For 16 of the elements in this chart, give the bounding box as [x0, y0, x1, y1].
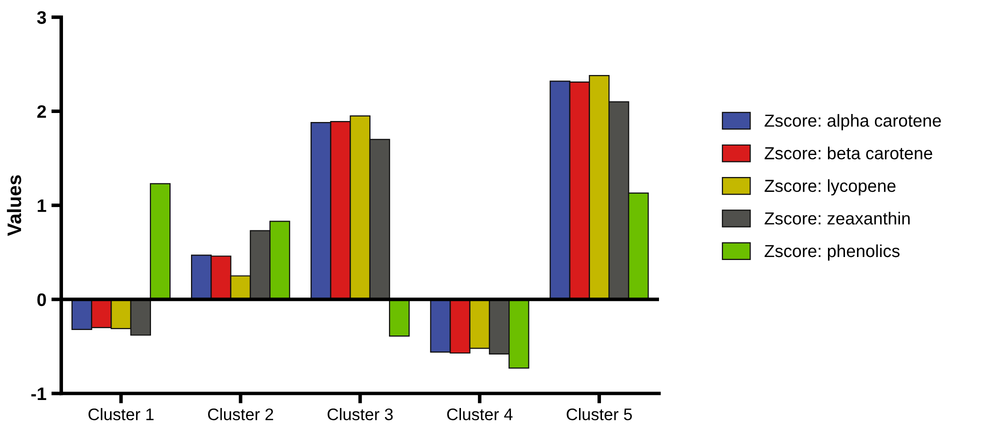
legend-label: Zscore: lycopene	[764, 179, 896, 196]
y-tick-label: 2	[37, 105, 46, 118]
x-tick-label: Cluster 3	[328, 408, 393, 420]
x-tick-label: Cluster 2	[208, 408, 274, 420]
legend-label: Zscore: zeaxanthin	[764, 212, 910, 225]
x-tick-label: Cluster 5	[566, 408, 632, 420]
y-tick-label: 3	[37, 11, 46, 24]
x-tick-label: Cluster 1	[88, 408, 154, 420]
y-tick-label: 1	[38, 199, 46, 212]
legend-label: Zscore: alpha carotene	[764, 114, 941, 130]
y-tick-label: -1	[31, 388, 46, 400]
y-axis-title: Values	[6, 175, 22, 236]
x-tick-label: Cluster 4	[447, 408, 513, 420]
legend-label: Zscore: beta carotene	[764, 146, 932, 160]
legend-label: Zscore: phenolics	[764, 244, 900, 261]
y-tick-label: 0	[37, 293, 46, 306]
